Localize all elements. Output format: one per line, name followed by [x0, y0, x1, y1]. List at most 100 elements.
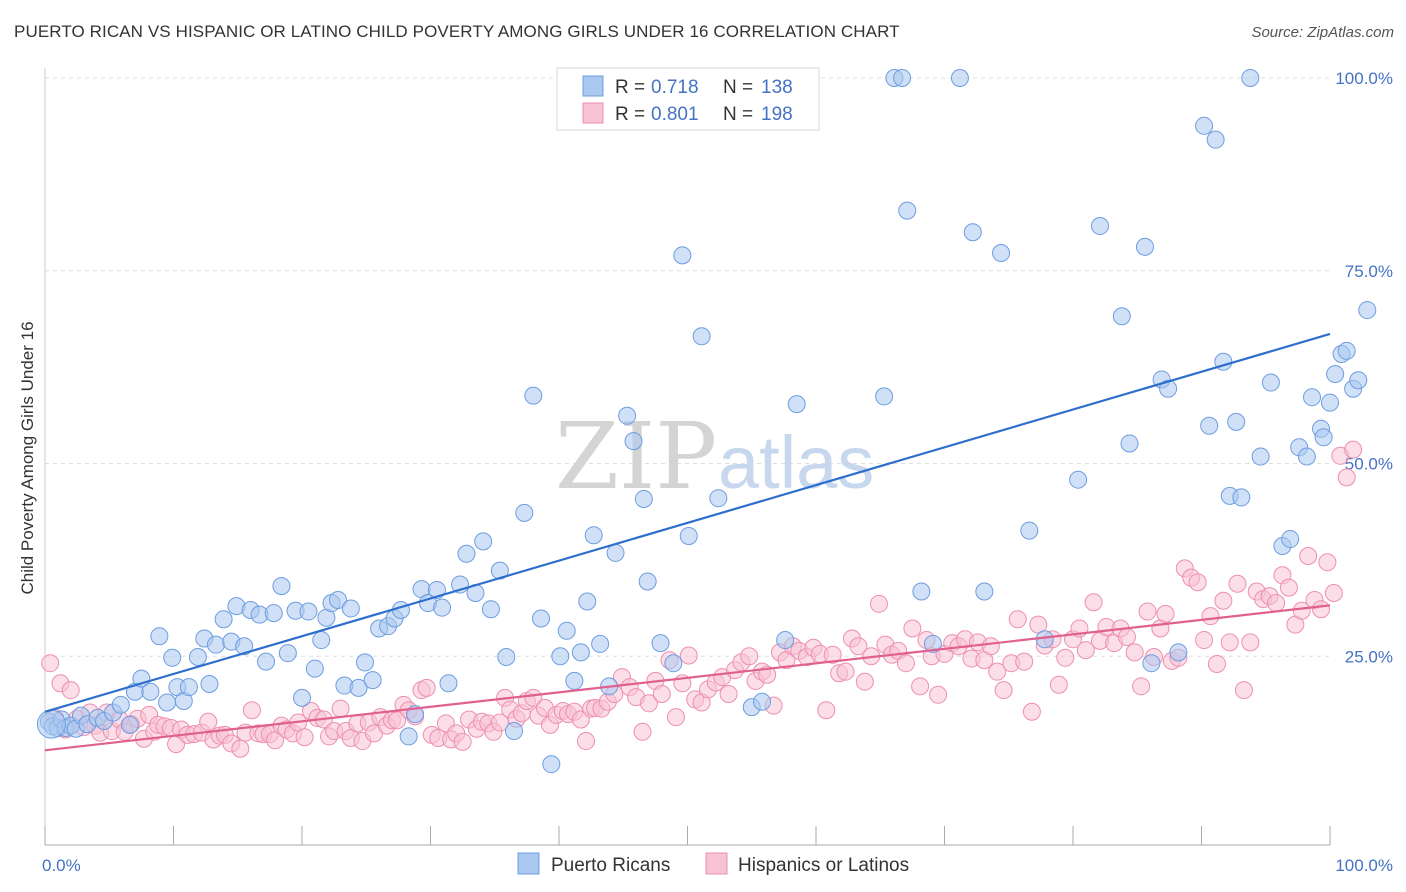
point-puerto-rican-36 — [278, 644, 297, 663]
point-hispanic-159 — [1022, 702, 1041, 721]
point-puerto-rican-139 — [1349, 371, 1368, 390]
point-puerto-rican-23 — [188, 648, 207, 667]
point-puerto-rican-44 — [328, 590, 347, 609]
point-hispanic-204 — [1318, 553, 1337, 572]
point-puerto-rican-12 — [111, 695, 130, 714]
point-puerto-rican-25 — [200, 675, 219, 694]
series-label-hispanics: Hispanics or Latinos — [738, 855, 909, 876]
point-puerto-rican-116 — [1169, 643, 1188, 662]
point-hispanic-205 — [1324, 584, 1343, 603]
point-hispanic-70 — [453, 732, 472, 751]
source-label: Source: ZipAtlas.com — [1251, 24, 1394, 41]
point-hispanic-185 — [1195, 631, 1214, 650]
point-puerto-rican-113 — [1142, 654, 1161, 673]
legend-n-value-1: 138 — [761, 77, 793, 98]
point-puerto-rican-73 — [551, 647, 570, 666]
point-puerto-rican-26 — [206, 635, 225, 654]
point-hispanic-174 — [1125, 643, 1144, 662]
point-hispanic-91 — [576, 732, 595, 751]
legend-swatch-puerto-ricans — [582, 75, 604, 97]
point-puerto-rican-98 — [893, 69, 912, 87]
point-hispanic-142 — [911, 677, 930, 696]
point-puerto-rican-59 — [433, 598, 452, 617]
point-hispanic-186 — [1201, 607, 1220, 626]
point-hispanic-207 — [1337, 468, 1356, 487]
y-axis-label: Child Poverty Among Girls Under 16 — [18, 321, 37, 594]
point-puerto-rican-64 — [474, 532, 493, 551]
point-puerto-rican-94 — [776, 631, 795, 650]
point-puerto-rican-103 — [963, 223, 982, 242]
point-hispanic-163 — [1049, 675, 1068, 694]
point-puerto-rican-125 — [1251, 447, 1270, 466]
point-puerto-rican-110 — [1112, 307, 1131, 326]
point-puerto-rican-27 — [214, 610, 233, 629]
point-hispanic-103 — [652, 685, 671, 704]
point-hispanic-198 — [1279, 578, 1298, 597]
point-puerto-rican-130 — [1297, 447, 1316, 466]
point-hispanic-32 — [231, 739, 250, 758]
point-hispanic-134 — [855, 672, 874, 691]
point-hispanic-129 — [823, 645, 842, 664]
legend-r-label-1: R = — [615, 77, 645, 98]
point-hispanic-154 — [988, 662, 1007, 681]
point-puerto-rican-105 — [992, 244, 1011, 263]
legend-n-label-1: N = — [723, 77, 753, 98]
point-hispanic-105 — [666, 708, 685, 727]
point-hispanic-107 — [679, 646, 698, 665]
point-puerto-rican-100 — [912, 582, 931, 601]
chart-title: PUERTO RICAN VS HISPANIC OR LATINO CHILD… — [14, 22, 900, 41]
point-hispanic-76 — [490, 713, 509, 732]
point-hispanic-27 — [199, 712, 218, 731]
point-hispanic-191 — [1234, 681, 1253, 700]
point-hispanic-34 — [242, 701, 261, 720]
point-puerto-rican-82 — [618, 406, 637, 425]
point-puerto-rican-47 — [349, 678, 368, 697]
point-puerto-rican-122 — [1227, 412, 1246, 431]
point-puerto-rican-140 — [1358, 301, 1377, 320]
point-puerto-rican-78 — [584, 526, 603, 545]
series-points-hispanics — [41, 440, 1363, 758]
legend-r-value-2: 0.801 — [651, 104, 699, 125]
point-hispanic-157 — [1008, 610, 1027, 629]
point-puerto-rican-90 — [692, 327, 711, 346]
point-puerto-rican-137 — [1337, 341, 1356, 360]
watermark: ZIP atlas — [555, 403, 874, 510]
point-puerto-rican-104 — [975, 582, 994, 601]
point-puerto-rican-131 — [1303, 388, 1322, 407]
point-puerto-rican-68 — [505, 722, 524, 741]
point-hispanic-201 — [1299, 547, 1318, 566]
point-hispanic-101 — [639, 694, 658, 713]
point-hispanic-188 — [1214, 591, 1233, 610]
point-puerto-rican-133 — [1314, 428, 1333, 447]
point-hispanic-119 — [758, 665, 777, 684]
point-puerto-rican-54 — [399, 727, 418, 746]
point-puerto-rican-48 — [355, 653, 374, 672]
point-hispanic-200 — [1292, 601, 1311, 620]
series-label-puerto-ricans: Puerto Ricans — [551, 855, 670, 876]
point-puerto-rican-124 — [1241, 69, 1260, 87]
point-puerto-rican-22 — [179, 678, 198, 697]
point-puerto-rican-128 — [1281, 530, 1300, 549]
point-puerto-rican-112 — [1135, 237, 1154, 256]
point-puerto-rican-108 — [1069, 470, 1088, 489]
point-puerto-rican-70 — [524, 386, 543, 405]
point-hispanic-167 — [1076, 641, 1095, 660]
point-puerto-rican-35 — [272, 577, 291, 596]
point-puerto-rican-89 — [679, 526, 698, 545]
point-puerto-rican-111 — [1120, 434, 1139, 453]
point-hispanic-158 — [1015, 652, 1034, 671]
point-puerto-rican-76 — [571, 643, 590, 662]
point-hispanic-168 — [1084, 593, 1103, 612]
point-puerto-rican-60 — [439, 674, 458, 693]
grid-lines — [45, 77, 1330, 657]
series-swatch-puerto-ricans — [517, 852, 540, 875]
point-puerto-rican-117 — [1195, 116, 1214, 135]
y-tick-label-0: 25.0% — [1345, 647, 1393, 666]
point-hispanic-196 — [1267, 594, 1286, 613]
legend-r-label-2: R = — [615, 104, 645, 125]
point-hispanic-164 — [1056, 648, 1075, 667]
point-puerto-rican-119 — [1206, 130, 1225, 149]
point-puerto-rican-71 — [532, 609, 551, 628]
point-puerto-rican-40 — [305, 659, 324, 678]
point-puerto-rican-102 — [950, 69, 969, 87]
